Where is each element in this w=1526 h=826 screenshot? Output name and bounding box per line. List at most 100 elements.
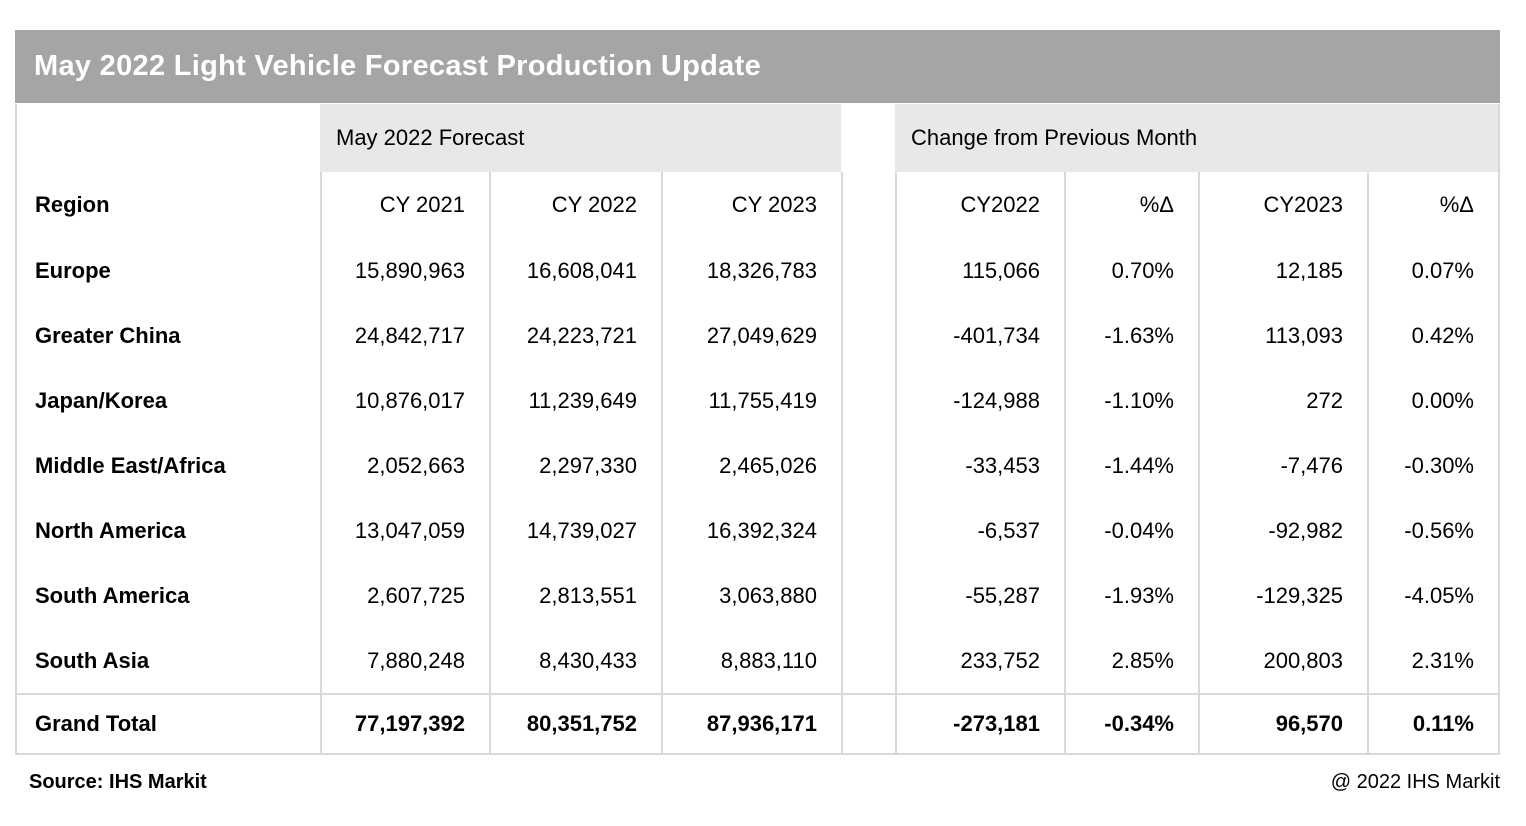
value-cell: -1.44% [1064,433,1198,498]
grand-total-cell: 0.11% [1367,695,1498,753]
gap-cell [841,172,895,238]
value-cell: 0.00% [1367,368,1498,433]
value-cell: 12,185 [1198,238,1367,303]
band-spacer-gap [841,104,895,172]
value-cell: -4.05% [1367,563,1498,628]
value-cell: 2,813,551 [489,563,661,628]
table-row: South America 2,607,725 2,813,551 3,063,… [17,563,1498,628]
column-header-chg-cy2023: CY2023 [1198,172,1367,238]
value-cell: 2.31% [1367,628,1498,693]
value-cell: 15,890,963 [320,238,489,303]
title-bar: May 2022 Light Vehicle Forecast Producti… [15,30,1500,103]
column-header-cy2021: CY 2021 [320,172,489,238]
value-cell: 233,752 [895,628,1064,693]
value-cell: -0.56% [1367,498,1498,563]
gap-cell [841,238,895,303]
column-header-region: Region [35,192,110,217]
value-cell: 0.70% [1064,238,1198,303]
value-cell: 16,608,041 [489,238,661,303]
footer: Source: IHS Markit @ 2022 IHS Markit [15,771,1500,794]
value-cell: -129,325 [1198,563,1367,628]
grand-total-cell: -0.34% [1064,695,1198,753]
value-cell: 10,876,017 [320,368,489,433]
value-cell: 113,093 [1198,303,1367,368]
value-cell: -55,287 [895,563,1064,628]
band-spacer-region [17,104,320,172]
gap-cell [841,433,895,498]
value-cell: -124,988 [895,368,1064,433]
value-cell: 2,607,725 [320,563,489,628]
grand-total-label: Grand Total [35,711,157,736]
region-cell: Japan/Korea [35,387,168,413]
value-cell: 18,326,783 [661,238,841,303]
column-header-chg-pct-2023: %Δ [1367,172,1498,238]
grand-total-cell: 77,197,392 [320,695,489,753]
value-cell: 8,883,110 [661,628,841,693]
table-row: South Asia 7,880,248 8,430,433 8,883,110… [17,628,1498,693]
value-cell: 2,465,026 [661,433,841,498]
column-header-cy2022: CY 2022 [489,172,661,238]
value-cell: 13,047,059 [320,498,489,563]
value-cell: -33,453 [895,433,1064,498]
column-header-chg-cy2022: CY2022 [895,172,1064,238]
value-cell: -7,476 [1198,433,1367,498]
value-cell: 27,049,629 [661,303,841,368]
value-cell: 2,297,330 [489,433,661,498]
value-cell: 3,063,880 [661,563,841,628]
copyright-note: @ 2022 IHS Markit [1330,771,1500,793]
region-cell: Greater China [35,322,181,348]
value-cell: -0.04% [1064,498,1198,563]
value-cell: 200,803 [1198,628,1367,693]
value-cell: 0.07% [1367,238,1498,303]
forecast-table: May 2022 Forecast Change from Previous M… [15,104,1500,755]
region-cell: South Asia [35,647,150,673]
grand-total-cell: 96,570 [1198,695,1367,753]
gap-cell [841,563,895,628]
table-row: Japan/Korea 10,876,017 11,239,649 11,755… [17,368,1498,433]
value-cell: -0.30% [1367,433,1498,498]
region-cell: Europe [35,257,111,283]
table-row: North America 13,047,059 14,739,027 16,3… [17,498,1498,563]
value-cell: 0.42% [1367,303,1498,368]
value-cell: 24,223,721 [489,303,661,368]
grand-total-cell: -273,181 [895,695,1064,753]
value-cell: 14,739,027 [489,498,661,563]
column-header-cy2023: CY 2023 [661,172,841,238]
value-cell: 11,239,649 [489,368,661,433]
region-cell: North America [35,517,186,543]
region-cell: South America [35,582,190,608]
gap-cell [841,498,895,563]
page-title: May 2022 Light Vehicle Forecast Producti… [34,50,761,82]
table-row: Europe 15,890,963 16,608,041 18,326,783 … [17,238,1498,303]
value-cell: -1.63% [1064,303,1198,368]
source-note: Source: IHS Markit [29,771,207,793]
section-band-row: May 2022 Forecast Change from Previous M… [17,104,1498,172]
gap-cell [841,303,895,368]
value-cell: -1.10% [1064,368,1198,433]
section-header-change: Change from Previous Month [895,104,1498,172]
value-cell: 24,842,717 [320,303,489,368]
gap-cell [841,368,895,433]
value-cell: 115,066 [895,238,1064,303]
table-row: Greater China 24,842,717 24,223,721 27,0… [17,303,1498,368]
value-cell: 16,392,324 [661,498,841,563]
value-cell: 2.85% [1064,628,1198,693]
grand-total-cell: 80,351,752 [489,695,661,753]
value-cell: -92,982 [1198,498,1367,563]
value-cell: 272 [1198,368,1367,433]
column-header-row: Region CY 2021 CY 2022 CY 2023 CY2022 %Δ… [17,172,1498,238]
value-cell: 8,430,433 [489,628,661,693]
column-header-chg-pct-2022: %Δ [1064,172,1198,238]
grand-total-row: Grand Total 77,197,392 80,351,752 87,936… [17,693,1498,755]
value-cell: -401,734 [895,303,1064,368]
grand-total-cell: 87,936,171 [661,695,841,753]
value-cell: -1.93% [1064,563,1198,628]
table-row: Middle East/Africa 2,052,663 2,297,330 2… [17,433,1498,498]
value-cell: -6,537 [895,498,1064,563]
value-cell: 11,755,419 [661,368,841,433]
section-header-forecast: May 2022 Forecast [320,104,841,172]
gap-cell [841,628,895,693]
value-cell: 7,880,248 [320,628,489,693]
gap-cell [841,695,895,753]
